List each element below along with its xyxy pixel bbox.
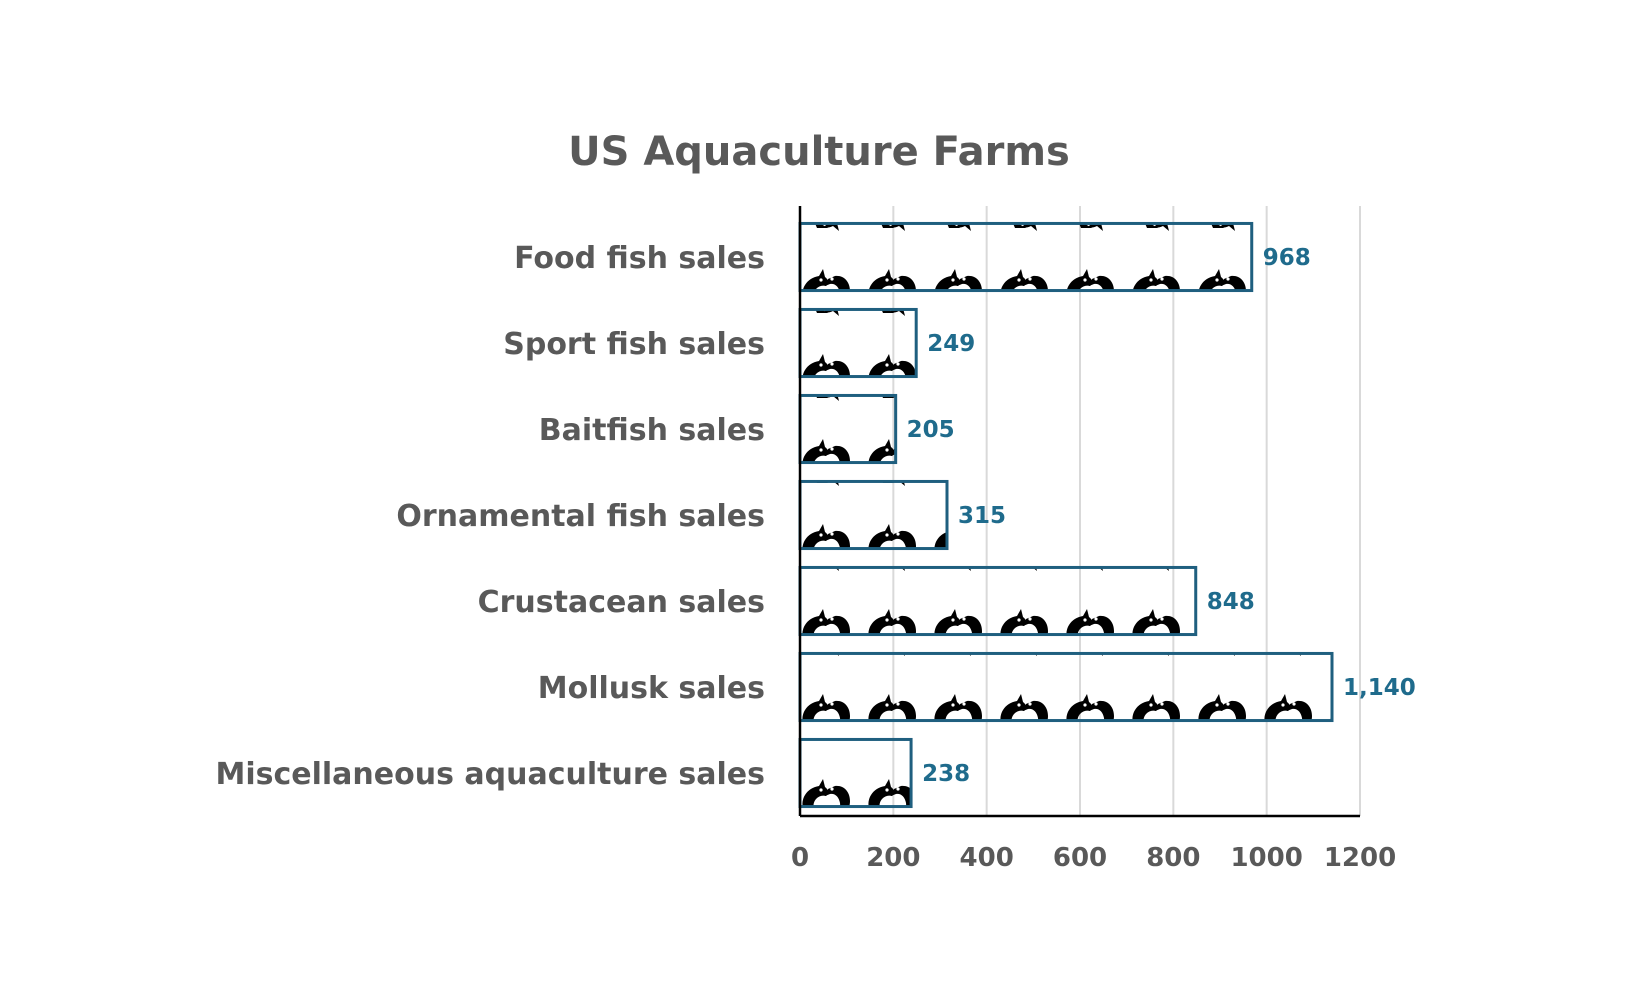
- x-axis-ticks: 0 200 400 600 800 1000 1200: [791, 843, 1396, 873]
- chart-title: US Aquaculture Farms: [568, 129, 1070, 175]
- category-labels: Food fish sales Sport fish sales Baitfish …: [215, 241, 765, 792]
- bar: [800, 567, 1196, 634]
- bar: [800, 739, 911, 806]
- data-label: 205: [907, 417, 955, 443]
- category-label: Baitfish sales: [539, 413, 765, 448]
- x-tick-label: 800: [1146, 843, 1200, 873]
- x-tick-label: 0: [791, 843, 809, 873]
- data-label: 848: [1207, 589, 1255, 615]
- data-label: 249: [927, 331, 975, 357]
- bar: [800, 653, 1332, 720]
- category-label: Food fish sales: [514, 241, 765, 276]
- bar: [800, 395, 896, 462]
- bar: [800, 309, 916, 376]
- data-label: 315: [958, 503, 1006, 529]
- x-tick-label: 1200: [1324, 843, 1396, 873]
- category-label: Sport fish sales: [503, 327, 765, 362]
- bar: [800, 223, 1252, 290]
- data-label: 1,140: [1343, 675, 1416, 701]
- x-tick-label: 400: [960, 843, 1014, 873]
- x-tick-label: 1000: [1230, 843, 1302, 873]
- category-label: Ornamental fish sales: [396, 499, 765, 534]
- category-label: Mollusk sales: [538, 671, 765, 706]
- data-label: 968: [1263, 245, 1311, 271]
- bar: [800, 481, 947, 548]
- category-label: Miscellaneous aquaculture sales: [215, 757, 765, 792]
- category-label: Crustacean sales: [478, 585, 765, 620]
- x-tick-label: 200: [866, 843, 920, 873]
- data-label: 238: [922, 761, 970, 787]
- bars: [800, 223, 1332, 806]
- x-tick-label: 600: [1053, 843, 1107, 873]
